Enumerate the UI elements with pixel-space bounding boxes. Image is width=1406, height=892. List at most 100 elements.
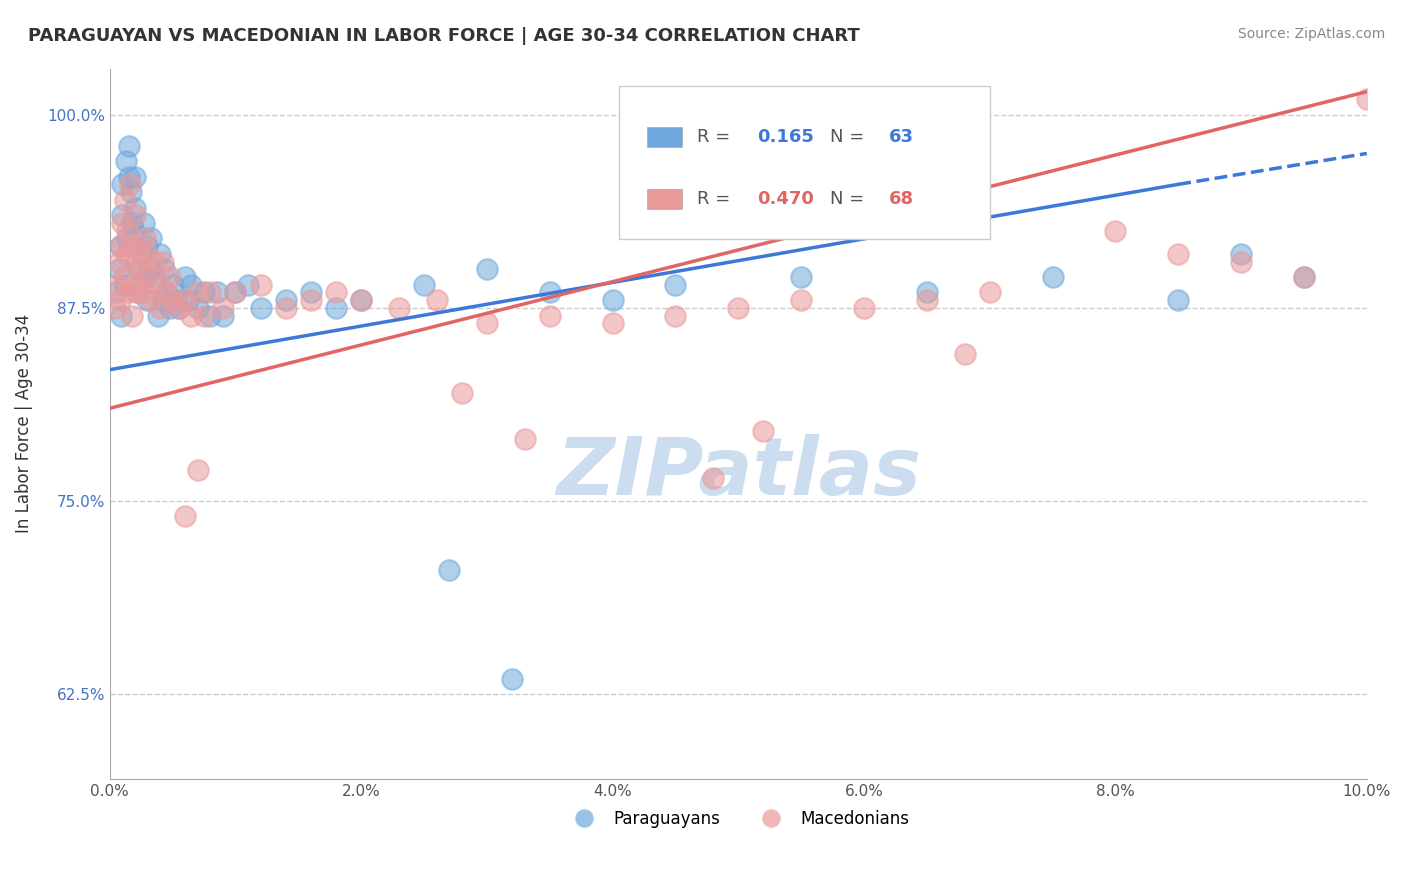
Point <box>111 208 134 222</box>
Point <box>325 285 347 300</box>
Point <box>1167 247 1189 261</box>
Point <box>107 262 129 277</box>
Bar <box>647 128 682 147</box>
Text: R =: R = <box>697 128 735 146</box>
Point <box>752 425 775 439</box>
Point <box>426 293 449 308</box>
Point <box>139 262 162 277</box>
Text: 63: 63 <box>889 128 914 146</box>
Point <box>513 432 536 446</box>
Point <box>174 270 197 285</box>
Point <box>115 154 138 169</box>
Point <box>117 224 139 238</box>
Point <box>915 285 938 300</box>
Point <box>139 293 162 308</box>
Point <box>111 178 134 192</box>
Point <box>224 285 246 300</box>
Point <box>350 293 373 308</box>
Point <box>117 231 139 245</box>
Point <box>1167 293 1189 308</box>
Point <box>274 301 297 315</box>
Point <box>174 293 197 308</box>
Point <box>159 270 181 285</box>
Point <box>1292 270 1315 285</box>
Point <box>122 277 145 292</box>
Point <box>200 309 222 323</box>
Point <box>142 254 165 268</box>
Point <box>200 285 222 300</box>
Point <box>128 239 150 253</box>
Point <box>104 301 127 315</box>
Point <box>110 239 132 253</box>
Point <box>149 301 172 315</box>
Point <box>114 193 136 207</box>
Point <box>142 270 165 285</box>
Point <box>388 301 411 315</box>
Point <box>475 262 498 277</box>
Point <box>117 138 139 153</box>
Point <box>134 231 156 245</box>
Point <box>149 247 172 261</box>
Point <box>212 301 235 315</box>
Text: Source: ZipAtlas.com: Source: ZipAtlas.com <box>1237 27 1385 41</box>
Point <box>205 285 228 300</box>
Text: 0.470: 0.470 <box>758 190 814 208</box>
Y-axis label: In Labor Force | Age 30-34: In Labor Force | Age 30-34 <box>15 314 32 533</box>
Point <box>141 231 163 245</box>
Point <box>114 277 136 292</box>
Point <box>299 293 322 308</box>
Point <box>727 301 749 315</box>
Point <box>136 247 159 261</box>
Text: N =: N = <box>830 128 870 146</box>
Point <box>153 262 176 277</box>
Point <box>224 285 246 300</box>
Point <box>152 254 174 268</box>
Point <box>979 285 1001 300</box>
Point <box>111 216 134 230</box>
Point <box>159 301 181 315</box>
Text: 0.165: 0.165 <box>758 128 814 146</box>
Text: 68: 68 <box>889 190 914 208</box>
Point <box>167 301 190 315</box>
Point <box>134 270 156 285</box>
Point <box>117 285 139 300</box>
Point <box>180 309 202 323</box>
Point <box>132 216 155 230</box>
Point <box>180 277 202 292</box>
Point <box>105 277 128 292</box>
Point <box>120 239 142 253</box>
Point <box>249 277 271 292</box>
Point <box>325 301 347 315</box>
Point <box>602 293 624 308</box>
Point <box>1230 247 1253 261</box>
Point <box>108 293 131 308</box>
Point <box>107 254 129 268</box>
Point <box>136 293 159 308</box>
Point <box>136 239 159 253</box>
Point <box>117 169 139 184</box>
Point <box>212 309 235 323</box>
Point <box>1042 270 1064 285</box>
Point <box>124 169 146 184</box>
Text: R =: R = <box>697 190 735 208</box>
Point <box>274 293 297 308</box>
Point <box>249 301 271 315</box>
Point <box>664 309 686 323</box>
Point <box>120 185 142 199</box>
Point <box>152 293 174 308</box>
Point <box>853 301 876 315</box>
Point <box>1104 224 1126 238</box>
Point <box>1355 92 1378 106</box>
Point <box>193 309 215 323</box>
Point <box>915 293 938 308</box>
Point <box>187 285 209 300</box>
Point <box>187 463 209 477</box>
Point <box>105 285 128 300</box>
Point <box>790 270 813 285</box>
Point <box>162 277 184 292</box>
Point <box>155 285 177 300</box>
Point <box>236 277 259 292</box>
Legend: Paraguayans, Macedonians: Paraguayans, Macedonians <box>561 803 917 835</box>
Point <box>118 178 141 192</box>
Point <box>132 285 155 300</box>
